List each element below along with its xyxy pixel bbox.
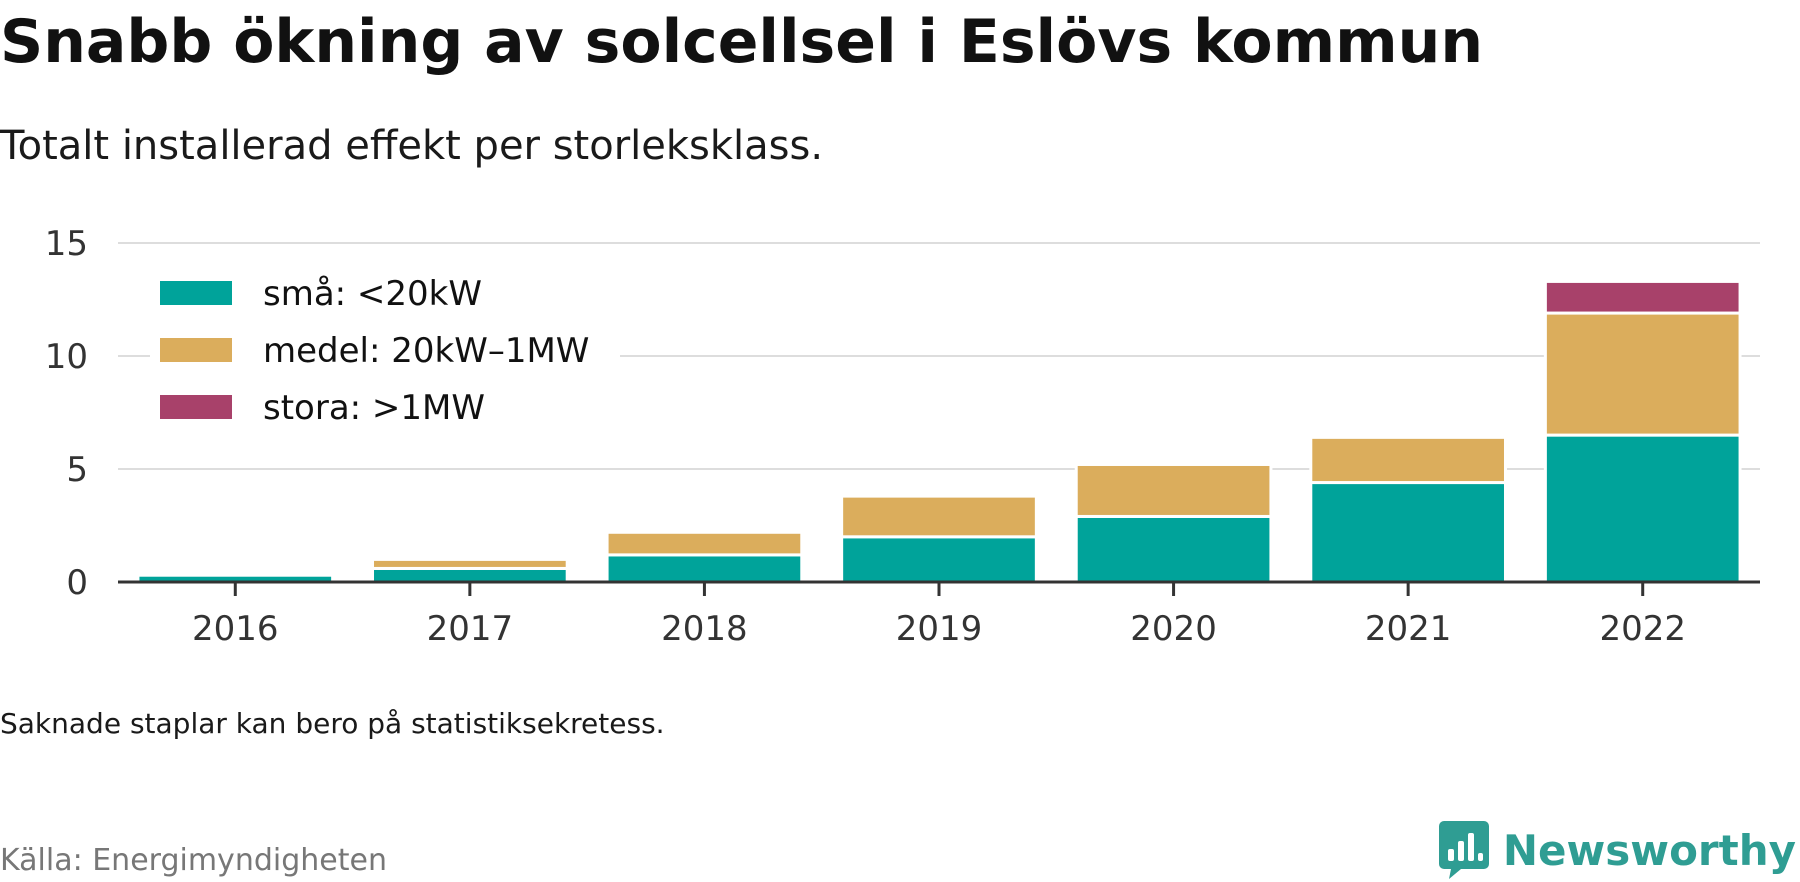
bar-segment bbox=[371, 557, 569, 570]
bar-segment bbox=[1309, 435, 1507, 485]
page-subtitle: Totalt installerad effekt per storlekskl… bbox=[0, 123, 824, 169]
source-credit: Källa: Energimyndigheten bbox=[0, 843, 387, 878]
x-tick-label: 2020 bbox=[1130, 609, 1217, 649]
bar-segment bbox=[1074, 462, 1273, 518]
bar-segment bbox=[1309, 481, 1507, 584]
newsworthy-logo-icon bbox=[1438, 821, 1489, 879]
bar-segment bbox=[1543, 433, 1742, 584]
y-axis-ticks: 0 5 10 15 bbox=[45, 224, 88, 603]
y-tick-label: 15 bbox=[45, 224, 88, 264]
x-tick-label: 2016 bbox=[192, 609, 279, 649]
brand-logo[interactable]: Newsworthy bbox=[1438, 818, 1796, 882]
bar-segment bbox=[371, 566, 569, 584]
y-tick-label: 10 bbox=[45, 337, 88, 377]
legend-label: stora: >1MW bbox=[263, 388, 485, 428]
brand-name: Newsworthy bbox=[1502, 825, 1796, 875]
x-axis-ticks: 2016 2017 2018 2019 2020 2021 2022 bbox=[192, 582, 1686, 649]
legend-label: små: <20kW bbox=[263, 274, 482, 314]
bar-segment bbox=[605, 553, 804, 584]
page-title: Snabb ökning av solcellsel i Eslövs komm… bbox=[0, 7, 1484, 77]
legend-swatch bbox=[160, 395, 232, 419]
bar-segment bbox=[1074, 514, 1273, 584]
legend: små: <20kW medel: 20kW–1MW stora: >1MW bbox=[150, 262, 620, 434]
legend-swatch bbox=[160, 281, 232, 305]
x-tick-label: 2021 bbox=[1365, 609, 1452, 649]
x-tick-label: 2022 bbox=[1599, 609, 1686, 649]
bar-segment bbox=[1543, 311, 1742, 437]
y-tick-label: 5 bbox=[66, 450, 88, 490]
bar-segment bbox=[605, 530, 804, 557]
legend-label: medel: 20kW–1MW bbox=[263, 331, 589, 371]
legend-swatch bbox=[160, 338, 232, 362]
bar-segment bbox=[840, 494, 1038, 539]
x-tick-label: 2018 bbox=[661, 609, 748, 649]
x-tick-label: 2019 bbox=[896, 609, 983, 649]
footnote: Saknade staplar kan bero på statistiksek… bbox=[0, 707, 665, 740]
x-tick-label: 2017 bbox=[427, 609, 514, 649]
stacked-bar-chart: 0 5 10 15 2016 2017 2018 2019 2020 2021 2022 små:… bbox=[45, 224, 1760, 649]
y-tick-label: 0 bbox=[66, 563, 88, 603]
bar-segment bbox=[840, 535, 1038, 584]
bars bbox=[136, 279, 1742, 584]
bar-segment bbox=[1543, 279, 1742, 315]
